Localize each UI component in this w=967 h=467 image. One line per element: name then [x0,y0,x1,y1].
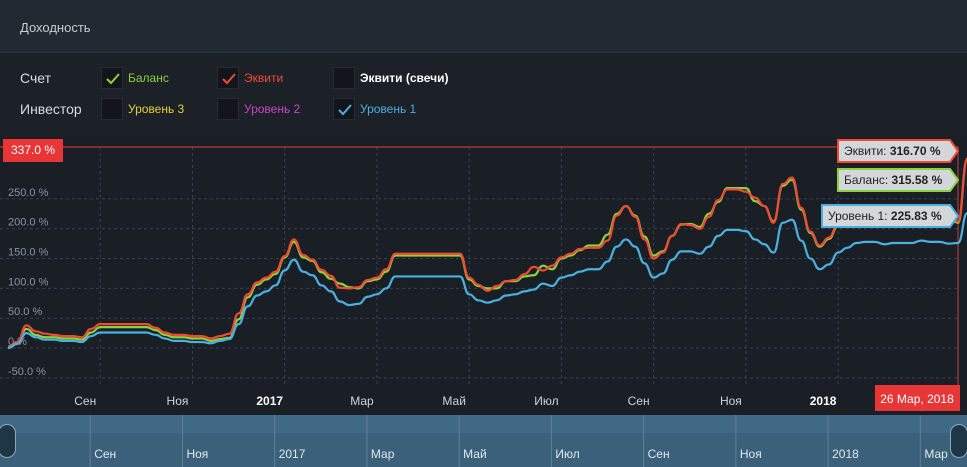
check-icon [106,73,120,85]
tooltip-box [821,204,960,228]
x-tick-label: Сен [628,394,650,408]
crosshair-x-text: 26 Мар, 2018 [880,392,954,406]
checkbox-equity[interactable]: Эквити [217,67,283,89]
tooltip-prefix: Баланс: [844,173,892,187]
checkbox-box[interactable] [101,67,123,89]
navigator-tick-label: Ноя [186,447,208,461]
checkbox-label: Уровень 3 [128,102,185,116]
tooltip-level-1: Уровень 1: 225.83 % [821,204,960,228]
checkbox-box[interactable] [217,98,239,120]
tooltip-prefix: Уровень 1: [828,209,891,223]
checkbox-label: Эквити (свечи) [360,71,449,85]
checkbox-level-1[interactable]: Уровень 1 [333,98,416,120]
navigator-tick-label: 2018 [832,447,859,461]
navigator-tick-label: Мар [924,447,948,461]
checkbox-label: Баланс [128,71,169,85]
crosshair-y-label [3,139,63,162]
navigator-tick-label: Май [463,447,487,461]
navigator-tick-label: 2017 [279,447,306,461]
panel-header: Доходность [0,0,967,53]
checkbox-box[interactable] [101,98,123,120]
checkbox-box[interactable] [333,98,355,120]
navigator-tick-label: Сен [94,447,116,461]
tooltip-text: Уровень 1: 225.83 % [828,209,942,223]
legend-panel: Счет Инвестор Баланс Эквити Эквити (свечи)… [0,53,967,137]
x-tick-label: Ноя [720,394,742,408]
y-tick-label: 200.0 % [8,217,49,229]
tooltip-value: 315.58 % [892,173,943,187]
navigator-tick-label: Мар [371,447,395,461]
tooltip-value: 316.70 % [890,144,941,158]
chart-area[interactable]: -50.0 % 0 % 50.0 % 100.0 % 150.0 % 200.0 % 250… [0,137,967,415]
navigator-tick-label: Июл [555,447,579,461]
tooltip-balance: Баланс: 315.58 % [837,168,960,192]
checkbox-label: Уровень 1 [360,102,417,116]
x-tick-label: Мар [350,394,374,408]
investor-row-label: Инвестор [20,101,82,117]
equity-line [7,157,967,348]
x-tick-label: Сен [74,394,96,408]
y-tick-label: 150.0 % [8,247,49,259]
tooltip-equity: Эквити: 316.70 % [837,139,960,163]
check-icon [338,104,352,116]
checkbox-label: Уровень 2 [244,102,301,116]
check-icon [222,73,236,85]
navigator-right-handle[interactable] [950,424,967,458]
x-tick-label: 2017 [256,394,283,408]
navigator-tick-label: Сен [648,447,670,461]
y-tick-label: 100.0 % [8,276,49,288]
navigator-band [0,415,967,433]
tooltip-text: Баланс: 315.58 % [844,173,943,187]
navigator-timeline: Сен Ноя 2017 Мар Май Июл Сен Ноя 2018 Мар [0,415,967,467]
x-tick-label: 2018 [810,394,837,408]
navigator-tick-label: Ноя [740,447,762,461]
y-tick-label: 50.0 % [8,306,42,318]
plot-background [0,137,967,415]
account-row-label: Счет [20,70,51,86]
tooltip-text: Эквити: 316.70 % [844,144,941,158]
x-tick-label: Ноя [167,394,189,408]
checkbox-equity-candles[interactable]: Эквити (свечи) [333,67,449,89]
checkbox-box[interactable] [217,67,239,89]
navigator-left-handle[interactable] [0,424,16,458]
checkbox-level-2[interactable]: Уровень 2 [217,98,300,120]
checkbox-label: Эквити [244,71,284,85]
range-navigator[interactable]: Сен Ноя 2017 Мар Май Июл Сен Ноя 2018 Мар [0,415,967,467]
tooltip-box [837,168,960,192]
y-tick-label: 250.0 % [8,187,49,199]
x-tick-label: Май [442,394,466,408]
x-tick-label: Июл [534,394,558,408]
crosshair-x-label [875,385,960,411]
crosshair-y-text: 337.0 % [11,143,55,157]
y-tick-label: -50.0 % [8,366,46,378]
tooltip-box [837,139,960,163]
tooltip-value: 225.83 % [891,209,942,223]
equity-chart[interactable]: -50.0 %0 %50.0 %100.0 %150.0 %200.0 %250… [0,137,967,415]
tooltip-prefix: Эквити: [844,144,890,158]
checkbox-balance[interactable]: Баланс [101,67,169,89]
level-1-line [7,212,967,350]
checkbox-level-3[interactable]: Уровень 3 [101,98,184,120]
checkbox-box[interactable] [333,67,355,89]
panel-title: Доходность [20,20,91,35]
